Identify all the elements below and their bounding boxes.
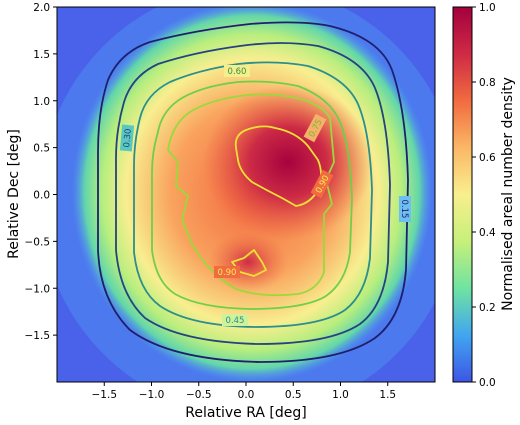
y-tick-label: −1.0 — [25, 283, 51, 295]
colorbar-tick-label: 0.4 — [479, 227, 496, 239]
y-tick-label: −0.5 — [25, 236, 51, 248]
colorbar-ticks: 0.0 0.2 0.4 0.6 0.8 1.0 — [472, 2, 496, 389]
heatmap-peak-secondary — [208, 232, 288, 292]
contour-0.75 — [167, 93, 335, 297]
y-tick-label: 1.0 — [33, 96, 50, 108]
x-axis: −1.5 −1.0 −0.5 0.0 0.5 1.0 1.5 — [92, 382, 396, 401]
x-tick-label: −0.5 — [186, 389, 212, 401]
y-tick-label: 1.5 — [33, 49, 50, 61]
contour-labels: 0.60 0.75 0.90 0.30 0.90 0.45 0.15 — [119, 65, 411, 326]
contour-label-0.15: 0.15 — [399, 200, 409, 219]
colorbar-tick-label: 0.2 — [479, 302, 496, 314]
y-tick-label: 0.0 — [33, 190, 50, 202]
contour-label-bg — [310, 169, 334, 199]
contour-label-0.30: 0.30 — [122, 128, 134, 148]
y-tick-label: 2.0 — [33, 2, 50, 14]
colorbar-gradient — [452, 6, 473, 383]
contour-label-bg — [222, 314, 248, 326]
contour-label-0.45: 0.45 — [226, 316, 245, 326]
contour-0.30 — [115, 42, 391, 345]
y-tick-label: 0.5 — [33, 143, 50, 155]
y-axis-label: Relative Dec [deg] — [6, 129, 22, 259]
contour-label-bg — [399, 196, 411, 222]
contour-0.90-secondary — [231, 249, 267, 277]
contour-0.60 — [151, 80, 353, 310]
colorbar: 0.0 0.2 0.4 0.6 0.8 1.0 — [452, 2, 496, 389]
colorbar-tick-label: 0.0 — [479, 377, 496, 389]
heatmap-peak-main — [203, 84, 373, 240]
colorbar-label: Normalised areal number density — [500, 77, 516, 311]
contour-0.45 — [133, 61, 373, 328]
colorbar-tick-label: 0.6 — [479, 152, 496, 164]
contour-label-0.90-secondary: 0.90 — [218, 268, 237, 278]
y-axis: 2.0 1.5 1.0 0.5 0.0 −0.5 −1.0 −1.5 — [25, 2, 57, 342]
x-tick-label: 1.5 — [379, 389, 396, 401]
contour-lines — [97, 21, 409, 363]
contour-label-bg — [214, 266, 240, 278]
x-tick-label: 0.0 — [238, 389, 255, 401]
contour-label-0.60: 0.60 — [228, 67, 247, 77]
contour-label-bg — [224, 65, 250, 77]
x-tick-label: 1.0 — [332, 389, 349, 401]
x-tick-label: −1.0 — [139, 389, 165, 401]
colorbar-tick-label: 1.0 — [479, 2, 496, 14]
colorbar-tick-label: 0.8 — [479, 77, 496, 89]
x-tick-label: 0.5 — [285, 389, 302, 401]
contour-label-bg — [119, 124, 135, 152]
contour-0.15 — [97, 21, 409, 363]
x-tick-label: −1.5 — [92, 389, 118, 401]
contour-label-bg — [303, 113, 327, 143]
plot-area: 0.60 0.75 0.90 0.30 0.90 0.45 0.15 — [56, 6, 436, 383]
y-tick-label: −1.5 — [25, 330, 51, 342]
x-axis-label: Relative RA [deg] — [185, 405, 306, 421]
